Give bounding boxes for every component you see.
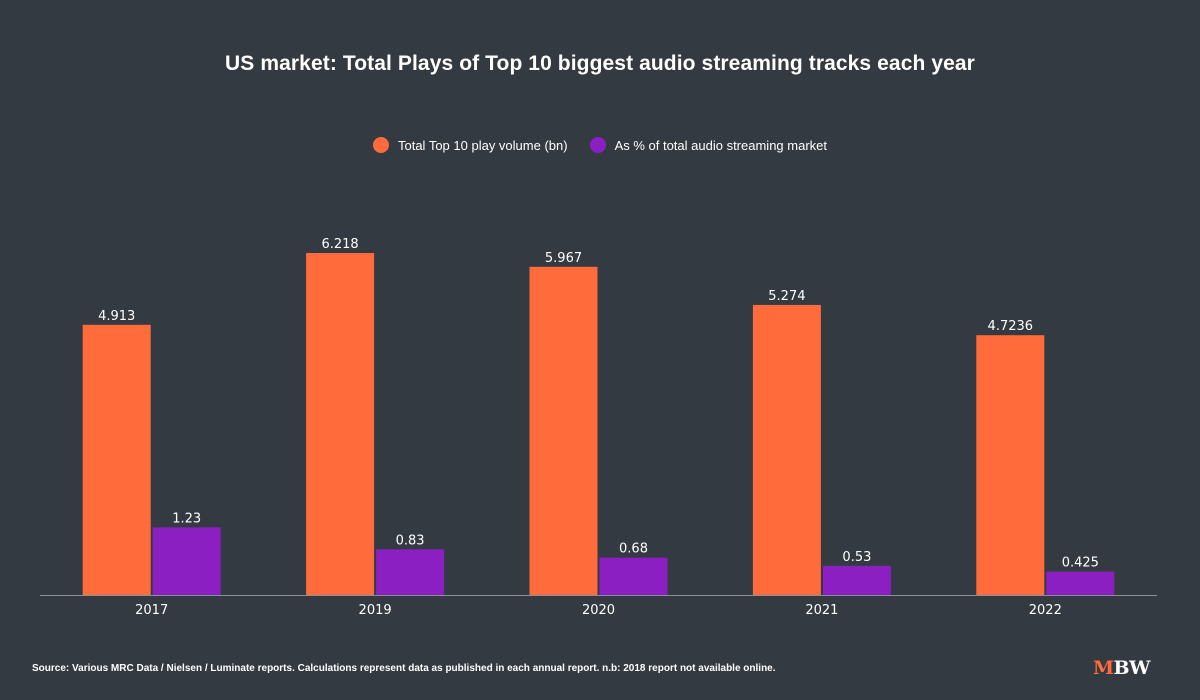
legend-swatch-market-share [589, 137, 606, 153]
bar-market-share-2021[interactable] [822, 565, 891, 595]
x-tick-label-2021: 2021 [805, 603, 838, 618]
data-label-play-volume-2021: 5.274 [768, 289, 805, 304]
x-tick-label-2020: 2020 [582, 603, 615, 618]
legend-item-play-volume[interactable]: Total Top 10 play volume (bn) [372, 137, 568, 153]
data-label-play-volume-2020: 5.967 [545, 251, 582, 266]
legend-swatch-play-volume [372, 137, 389, 153]
legend-item-market-share[interactable]: As % of total audio streaming market [589, 137, 827, 153]
data-label-market-share-2019: 0.83 [396, 533, 425, 548]
data-label-market-share-2021: 0.53 [842, 550, 871, 565]
legend-label-play-volume: Total Top 10 play volume (bn) [397, 137, 568, 153]
data-label-play-volume-2019: 6.218 [321, 237, 358, 252]
data-label-play-volume-2022: 4.7236 [988, 319, 1034, 334]
bar-market-share-2019[interactable] [376, 549, 445, 595]
bar-play-volume-2021[interactable] [752, 304, 821, 595]
data-label-market-share-2022: 0.425 [1062, 556, 1099, 571]
mbw-logo: MBW [1093, 657, 1150, 679]
chart-title: US market: Total Plays of Top 10 biggest… [225, 52, 975, 75]
source-note: Source: Various MRC Data / Nielsen / Lum… [32, 663, 776, 674]
data-label-play-volume-2017: 4.913 [98, 309, 135, 324]
bar-play-volume-2020[interactable] [529, 266, 598, 595]
bar-play-volume-2022[interactable] [976, 335, 1045, 595]
bar-market-share-2020[interactable] [599, 557, 668, 595]
x-tick-label-2017: 2017 [135, 603, 168, 618]
data-label-market-share-2017: 1.23 [172, 511, 201, 526]
x-tick-label-2019: 2019 [359, 603, 392, 618]
bar-play-volume-2017[interactable] [82, 324, 151, 595]
bar-market-share-2022[interactable] [1046, 571, 1115, 595]
legend-label-market-share: As % of total audio streaming market [614, 137, 827, 153]
logo-letter-m: M [1093, 657, 1114, 679]
logo-letters-bw: BW [1113, 657, 1151, 679]
chart-legend: Total Top 10 play volume (bn) As % of to… [0, 137, 1200, 153]
bar-play-volume-2019[interactable] [306, 253, 375, 595]
bar-market-share-2017[interactable] [152, 527, 221, 595]
data-label-market-share-2020: 0.68 [619, 542, 648, 557]
x-tick-label-2022: 2022 [1029, 603, 1062, 618]
